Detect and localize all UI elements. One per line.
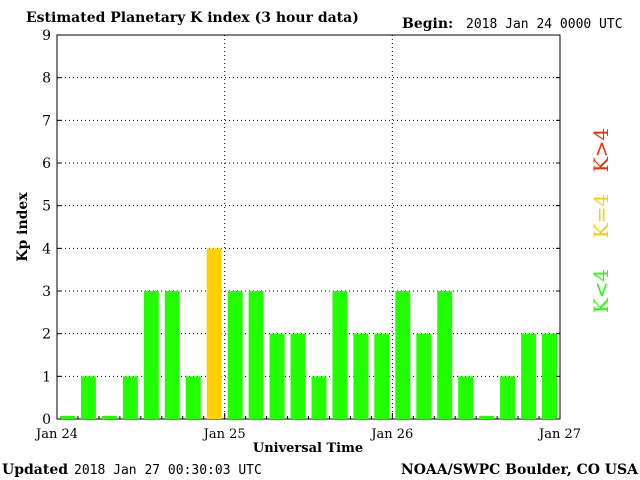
kp-bar <box>542 333 557 419</box>
kp-bar <box>458 376 474 419</box>
y-tick-label: 3 <box>42 284 51 300</box>
chart-title: Estimated Planetary K index (3 hour data… <box>26 10 359 26</box>
begin-value: 2018 Jan 24 0000 UTC <box>466 17 623 32</box>
kp-bar <box>437 291 453 419</box>
x-tick-label: Jan 25 <box>202 427 246 442</box>
kp-bar <box>353 333 369 419</box>
kp-bar <box>500 376 516 419</box>
bars <box>60 248 557 419</box>
y-tick-label: 8 <box>42 71 51 87</box>
kp-bar <box>395 291 411 419</box>
grid <box>57 35 560 419</box>
kp-bar <box>248 291 264 419</box>
kp-bar <box>269 333 285 419</box>
kp-bar <box>416 333 432 419</box>
kp-bar <box>374 333 390 419</box>
y-tick-label: 1 <box>42 369 51 385</box>
begin-label: Begin: <box>402 16 453 32</box>
x-axis-label: Universal Time <box>253 441 363 456</box>
x-axis-ticks: Jan 24 Jan 25 Jan 26 Jan 27 <box>34 413 581 442</box>
kp-bar <box>521 333 537 419</box>
kp-bar <box>227 291 243 419</box>
y-tick-label: 9 <box>42 28 51 44</box>
kp-bar <box>60 416 75 419</box>
legend-below4: K<4 <box>589 269 613 313</box>
kp-bar <box>80 376 96 419</box>
y-axis-ticks: 0 1 2 3 4 5 6 7 8 9 <box>42 28 560 428</box>
kp-bar <box>101 416 117 419</box>
updated-value: 2018 Jan 27 00:30:03 UTC <box>74 463 262 478</box>
plot-frame <box>56 34 561 420</box>
kp-bar <box>311 376 327 419</box>
y-tick-label: 4 <box>42 241 51 257</box>
updated-label: Updated <box>2 462 68 478</box>
kp-bar <box>332 291 348 419</box>
x-tick-label: Jan 24 <box>34 427 78 442</box>
kp-bar <box>143 291 159 419</box>
y-tick-label: 7 <box>42 113 51 129</box>
kp-bar <box>206 248 222 419</box>
kp-bar <box>164 291 180 419</box>
y-tick-label: 0 <box>42 412 51 428</box>
kp-bar <box>479 416 495 419</box>
y-tick-label: 5 <box>42 199 51 215</box>
y-tick-label: 6 <box>42 156 51 172</box>
x-tick-label: Jan 26 <box>369 427 413 442</box>
kp-bar <box>185 376 201 419</box>
x-tick-label: Jan 27 <box>537 427 581 442</box>
legend-above4: K>4 <box>589 128 613 172</box>
source-credit: NOAA/SWPC Boulder, CO USA <box>401 462 639 478</box>
y-tick-label: 2 <box>42 327 51 343</box>
kp-bar <box>290 333 306 419</box>
kp-bar <box>122 376 138 419</box>
y-axis-label: Kp index <box>15 192 31 262</box>
legend-equal4: K=4 <box>589 194 613 238</box>
